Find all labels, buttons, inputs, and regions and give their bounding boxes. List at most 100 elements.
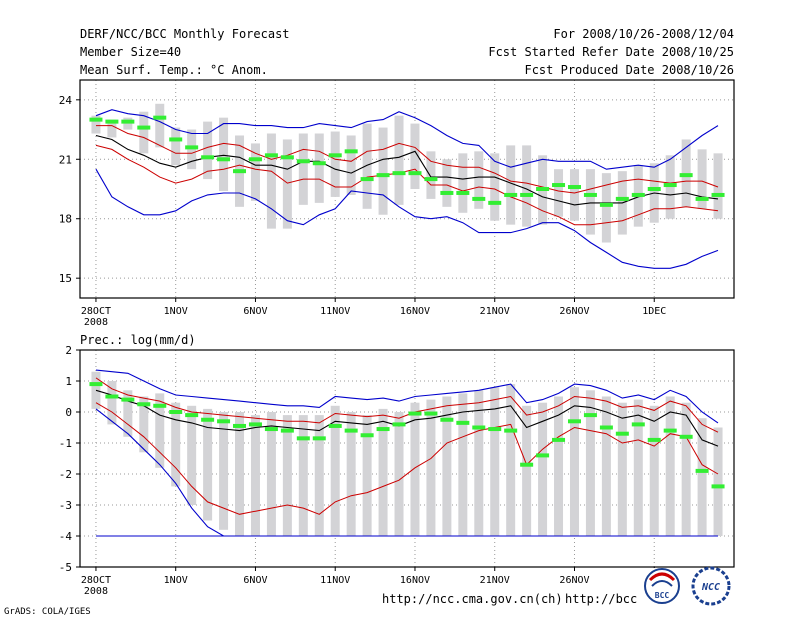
temp-xtick-label-4: 16NOV — [400, 306, 430, 317]
temp-box-21 — [410, 123, 420, 189]
temp-median-2 — [105, 119, 119, 124]
temp-box-16 — [330, 131, 340, 197]
prec-median-22 — [424, 411, 438, 416]
temp-median-24 — [456, 190, 470, 195]
temp-median-39 — [695, 196, 709, 201]
prec-box-28 — [522, 405, 532, 536]
header-title: DERF/NCC/BCC Monthly Forecast — [80, 27, 290, 41]
prec-box-4 — [139, 396, 149, 453]
temp-box-27 — [506, 145, 516, 225]
temp-median-9 — [217, 157, 231, 162]
prec-median-33 — [599, 425, 613, 430]
prec-median-4 — [137, 402, 151, 407]
temp-median-4 — [137, 125, 151, 130]
prec-line-mean — [95, 389, 719, 447]
temp-line-mean — [95, 134, 719, 206]
prec-xtick-label-4: 16NOV — [400, 575, 430, 586]
prec-line-max — [95, 369, 719, 424]
temp-box-8 — [203, 121, 213, 180]
prec-box-37 — [665, 396, 675, 536]
temp-xtick-label-2: 6NOV — [243, 306, 267, 317]
temp-median-22 — [424, 177, 438, 182]
prec-median-18 — [360, 433, 374, 438]
prec-median-9 — [217, 419, 231, 424]
prec-ytick-label-6: 1 — [65, 375, 72, 388]
prec-median-39 — [695, 468, 709, 473]
prec-median-11 — [248, 422, 262, 427]
prec-median-12 — [264, 427, 278, 432]
temp-median-33 — [599, 202, 613, 207]
temp-box-2 — [107, 119, 117, 138]
temp-line-lower — [95, 144, 719, 226]
prec-box-13 — [282, 415, 292, 536]
temp-box-32 — [585, 169, 595, 235]
temp-line-min — [95, 168, 719, 269]
temp-line-upper — [96, 125, 719, 194]
prec-box-2 — [107, 381, 117, 425]
temp-box-19 — [378, 127, 388, 215]
prec-median-24 — [456, 420, 470, 425]
temp-box-5 — [155, 103, 165, 148]
temp-box-1 — [91, 115, 101, 134]
prec-ytick-label-3: -2 — [59, 468, 72, 481]
temp-box-24 — [458, 153, 468, 213]
temp-box-28 — [522, 145, 532, 227]
prec-median-14 — [296, 436, 310, 441]
prec-box-29 — [538, 402, 548, 536]
temp-median-7 — [185, 145, 199, 150]
prec-ytick-label-2: -3 — [59, 499, 72, 512]
prec-box-35 — [633, 399, 643, 536]
prec-box-25 — [474, 390, 484, 536]
prec-median-19 — [376, 427, 390, 432]
temp-box-17 — [346, 135, 356, 195]
prec-xtick-year: 2008 — [84, 586, 108, 597]
prec-median-37 — [663, 428, 677, 433]
temp-median-5 — [153, 115, 167, 120]
url-ncc[interactable]: http://ncc.cma.gov.cn(ch) — [382, 592, 563, 606]
prec-median-20 — [392, 422, 406, 427]
temp-median-12 — [264, 153, 278, 158]
prec-median-27 — [504, 428, 518, 433]
temp-box-20 — [394, 115, 404, 205]
header-variable: Mean Surf. Temp.: °C Anom. — [80, 63, 268, 77]
prec-median-28 — [520, 462, 534, 467]
prec-median-35 — [631, 422, 645, 427]
prec-median-16 — [328, 423, 342, 428]
header-member-size: Member Size=40 — [80, 45, 181, 59]
temp-box-11 — [250, 143, 260, 201]
prec-median-34 — [615, 431, 629, 436]
prec-box-6 — [171, 402, 181, 487]
temp-box-40 — [713, 153, 723, 219]
prec-box-23 — [442, 396, 452, 536]
prec-median-38 — [679, 434, 693, 439]
prec-box-24 — [458, 393, 468, 536]
temp-xtick-label-0: 28OCT — [81, 306, 111, 317]
temp-ytick-label-0: 15 — [59, 272, 72, 285]
prec-xtick-label-1: 1NOV — [164, 575, 188, 586]
prec-median-5 — [153, 403, 167, 408]
prec-box-5 — [155, 393, 165, 468]
prec-xtick-label-2: 6NOV — [243, 575, 267, 586]
temp-box-26 — [490, 153, 500, 221]
prec-median-31 — [567, 419, 581, 424]
temp-median-38 — [679, 173, 693, 178]
temp-box-13 — [282, 139, 292, 229]
prec-box-7 — [187, 405, 197, 505]
prec-box-16 — [330, 405, 340, 536]
temp-median-23 — [440, 190, 454, 195]
prec-box-19 — [378, 408, 388, 536]
url-bcc[interactable]: http://bcc.c — [565, 592, 652, 606]
temp-xtick-year: 2008 — [84, 317, 108, 328]
prec-median-1 — [89, 382, 103, 387]
temp-box-22 — [426, 151, 436, 199]
precipitation-panel: -5 -4 -3 -2 -1 0 1 2 28OCT 1NOV 6NOV 11NOV 16NOV 21NO… — [59, 344, 735, 597]
temp-line-max — [95, 109, 719, 170]
prec-median-29 — [536, 453, 550, 458]
prec-title: Prec.: log(mm/d) — [80, 333, 196, 347]
temp-box-15 — [314, 133, 324, 203]
prec-box-11 — [250, 415, 260, 536]
prec-median-23 — [440, 417, 454, 422]
prec-box-1 — [91, 371, 101, 409]
bcc-logo-text: BCC — [655, 591, 670, 600]
prec-box-18 — [362, 415, 372, 536]
